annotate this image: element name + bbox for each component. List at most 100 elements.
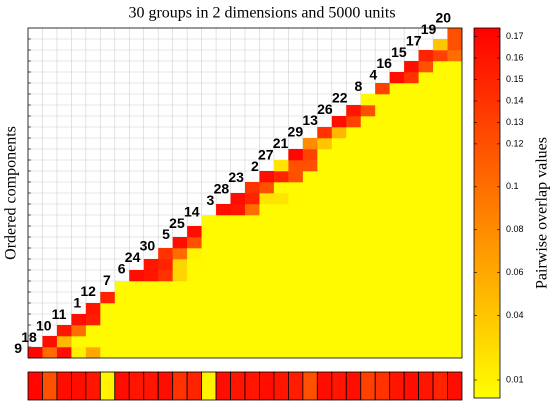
- heatmap-cell: [143, 259, 159, 271]
- heatmap-cell: [143, 336, 159, 348]
- heatmap-cell: [447, 336, 463, 348]
- heatmap-cell: [404, 259, 419, 271]
- strip-cell: [302, 371, 318, 401]
- heatmap-cell: [317, 193, 333, 205]
- heatmap-cell: [288, 237, 304, 249]
- heatmap-cell: [346, 149, 362, 161]
- strip-cell: [432, 371, 448, 401]
- heatmap-cell: [360, 215, 376, 227]
- heatmap-cell: [346, 336, 362, 348]
- heatmap-cell: [433, 50, 448, 62]
- heatmap-cell: [216, 226, 231, 238]
- heatmap-cell: [418, 215, 434, 227]
- heatmap-cell: [273, 292, 289, 304]
- heatmap-cell: [216, 292, 231, 304]
- heatmap-cell: [201, 281, 217, 293]
- heatmap-cell: [245, 270, 260, 282]
- heatmap-cell: [288, 204, 304, 216]
- heatmap-cell: [302, 270, 318, 282]
- heatmap-cell: [143, 303, 159, 315]
- heatmap-cell: [375, 336, 390, 348]
- heatmap-cell: [273, 325, 289, 337]
- heatmap-cell: [447, 116, 463, 128]
- heatmap-cell: [375, 281, 390, 293]
- heatmap-cell: [201, 325, 217, 337]
- heatmap-cell: [317, 138, 333, 150]
- strip-cell: [418, 371, 434, 401]
- heatmap-cell: [404, 127, 419, 139]
- component-label: 11: [52, 306, 67, 322]
- component-label: 29: [288, 124, 304, 140]
- heatmap-cell: [158, 303, 173, 315]
- heatmap-cell: [433, 226, 448, 238]
- heatmap-cell: [100, 347, 116, 359]
- heatmap-cell: [288, 325, 304, 337]
- heatmap-cell: [158, 248, 173, 260]
- heatmap-cell: [404, 314, 419, 326]
- heatmap-cell: [230, 303, 246, 315]
- heatmap-cell: [404, 292, 419, 304]
- heatmap-cell: [216, 270, 231, 282]
- heatmap-cell: [317, 215, 333, 227]
- heatmap-cell: [331, 138, 347, 150]
- heatmap-cell: [317, 303, 333, 315]
- heatmap-cell: [375, 303, 390, 315]
- heatmap-cell: [418, 347, 434, 359]
- heatmap-cell: [346, 127, 362, 139]
- heatmap-cell: [172, 347, 188, 359]
- heatmap-cell: [273, 347, 289, 359]
- heatmap-cell: [331, 171, 347, 183]
- heatmap-cell: [346, 270, 362, 282]
- heatmap-cell: [129, 314, 145, 326]
- heatmap-cell: [71, 336, 87, 348]
- heatmap-cell: [114, 314, 130, 326]
- component-label: 25: [169, 215, 185, 231]
- strip-cell: [389, 371, 405, 401]
- heatmap-cell: [259, 193, 275, 205]
- component-label: 17: [406, 32, 422, 48]
- heatmap-cell: [418, 94, 434, 106]
- heatmap-cell: [187, 281, 202, 293]
- heatmap-cell: [216, 204, 231, 216]
- heatmap-cell: [245, 292, 260, 304]
- heatmap-cell: [331, 303, 347, 315]
- heatmap-cell: [360, 138, 376, 150]
- heatmap-cell: [418, 149, 434, 161]
- strip-cell: [201, 371, 217, 401]
- heatmap-cell: [317, 127, 333, 139]
- heatmap-cell: [346, 204, 362, 216]
- heatmap-cell: [447, 94, 463, 106]
- heatmap-cell: [302, 149, 318, 161]
- heatmap-cell: [273, 226, 289, 238]
- heatmap-cell: [375, 215, 390, 227]
- heatmap-cell: [346, 314, 362, 326]
- heatmap-cell: [389, 215, 405, 227]
- heatmap-cell: [230, 292, 246, 304]
- heatmap-cell: [447, 28, 463, 40]
- heatmap-cell: [28, 347, 43, 359]
- heatmap-cell: [273, 303, 289, 315]
- heatmap-cell: [302, 171, 318, 183]
- heatmap-cell: [360, 204, 376, 216]
- heatmap-cell: [230, 347, 246, 359]
- heatmap-cell: [143, 347, 159, 359]
- heatmap-cell: [259, 314, 275, 326]
- heatmap-cell: [447, 72, 463, 84]
- heatmap-cell: [375, 182, 390, 194]
- heatmap-cell: [447, 193, 463, 205]
- heatmap-cell: [245, 215, 260, 227]
- heatmap-cell: [259, 226, 275, 238]
- heatmap-cell: [360, 303, 376, 315]
- strip-cell: [143, 371, 159, 401]
- heatmap-cell: [172, 237, 188, 249]
- heatmap-cell: [302, 292, 318, 304]
- heatmap-cell: [331, 149, 347, 161]
- heatmap-cell: [331, 281, 347, 293]
- heatmap-cell: [273, 204, 289, 216]
- heatmap-cell: [129, 270, 145, 282]
- component-label: 3: [207, 192, 215, 208]
- heatmap-cell: [375, 138, 390, 150]
- heatmap-cell: [360, 325, 376, 337]
- heatmap-cell: [447, 347, 463, 359]
- heatmap-cell: [317, 281, 333, 293]
